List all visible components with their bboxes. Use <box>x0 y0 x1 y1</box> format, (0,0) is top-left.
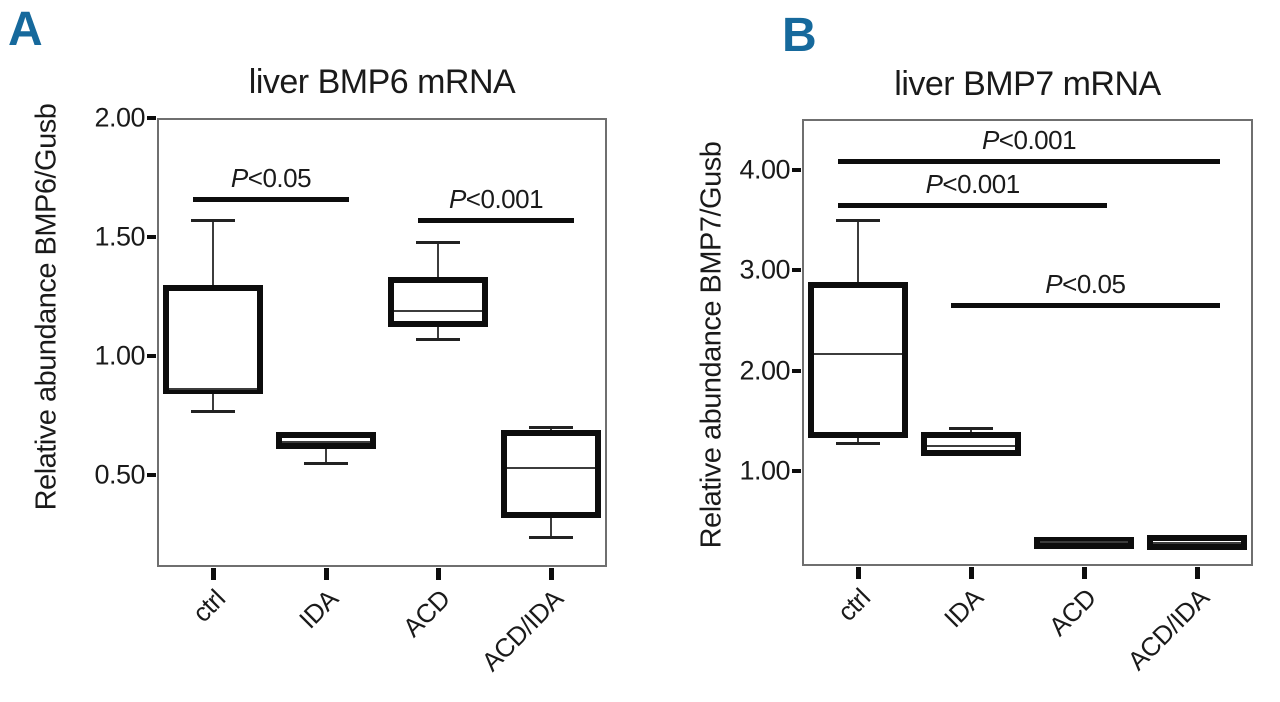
y-tick-label: 2.00 <box>94 102 145 133</box>
box <box>808 282 909 438</box>
p-value-text: <0.05 <box>247 162 312 193</box>
lower-whisker <box>857 437 860 443</box>
lower-whisker <box>212 394 215 411</box>
y-tick-label: 0.50 <box>94 459 145 490</box>
median-line <box>1152 542 1241 545</box>
x-tick-mark <box>436 568 442 580</box>
lower-whisker-cap <box>836 441 881 445</box>
median-line <box>927 444 1016 447</box>
significance-label: P<0.001 <box>925 169 1021 200</box>
y-tick-label: 3.00 <box>739 254 790 285</box>
upper-whisker <box>212 220 215 285</box>
box <box>163 284 264 394</box>
upper-whisker-cap <box>836 219 881 223</box>
upper-whisker <box>857 220 860 283</box>
lower-whisker <box>549 517 552 537</box>
significance-bar <box>951 303 1220 309</box>
p-value-text: <0.05 <box>1062 269 1126 300</box>
y-tick-mark <box>792 468 801 473</box>
lower-whisker-cap <box>303 462 348 466</box>
y-tick-label: 1.00 <box>739 455 790 486</box>
y-tick-mark <box>792 268 801 273</box>
significance-bar <box>418 218 574 224</box>
p-symbol: P <box>981 124 999 155</box>
x-tick-mark <box>856 567 862 579</box>
median-line <box>169 388 258 391</box>
median-line <box>814 352 903 355</box>
significance-label: P<0.05 <box>230 162 312 194</box>
y-tick-mark <box>147 472 156 477</box>
p-symbol: P <box>925 169 943 200</box>
significance-bar <box>838 203 1107 209</box>
p-value-text: <0.001 <box>465 184 544 215</box>
y-tick-label: 1.00 <box>94 340 145 371</box>
x-tick-mark <box>969 567 975 579</box>
box <box>388 277 489 328</box>
y-tick-label: 1.50 <box>94 221 145 252</box>
p-symbol: P <box>230 162 248 193</box>
panel-a-y-axis-title: Relative abundance BMP6/Gusb <box>30 103 63 511</box>
panel-b-title: liver BMP7 mRNA <box>894 65 1161 103</box>
x-category-label: ctrl <box>186 583 232 628</box>
median-line <box>394 309 483 312</box>
y-tick-label: 4.00 <box>739 154 790 185</box>
panel-a-title: liver BMP6 mRNA <box>248 63 516 101</box>
x-tick-mark <box>1081 567 1087 579</box>
lower-whisker-cap <box>191 409 236 413</box>
y-tick-mark <box>792 167 801 172</box>
upper-whisker <box>970 427 973 432</box>
panel-a-letter: A <box>8 3 43 56</box>
x-tick-mark <box>323 568 329 580</box>
upper-whisker-cap <box>416 240 461 244</box>
significance-label: P<0.001 <box>448 184 544 215</box>
x-tick-mark <box>548 568 554 580</box>
lower-whisker-cap <box>528 535 573 539</box>
lower-whisker <box>437 327 440 340</box>
p-value-text: <0.001 <box>998 124 1077 155</box>
p-value-text: <0.001 <box>942 169 1020 200</box>
median-line <box>506 466 595 469</box>
upper-whisker <box>437 241 440 278</box>
box <box>275 432 376 449</box>
y-tick-mark <box>147 353 156 358</box>
median-line <box>1039 541 1128 544</box>
x-tick-mark <box>211 568 217 580</box>
y-tick-mark <box>147 116 156 120</box>
significance-bar <box>193 196 349 202</box>
median-line <box>281 440 370 443</box>
p-symbol: P <box>448 184 466 215</box>
box <box>921 431 1022 456</box>
upper-whisker-cap <box>528 426 573 430</box>
x-category-label: ctrl <box>831 582 877 627</box>
x-tick-mark <box>1194 567 1200 579</box>
lower-whisker <box>324 448 327 463</box>
p-symbol: P <box>1045 269 1063 300</box>
upper-whisker-cap <box>191 219 236 223</box>
significance-label: P<0.05 <box>1045 269 1126 300</box>
upper-whisker-cap <box>949 426 994 430</box>
panel-b-letter: B <box>782 9 817 62</box>
y-tick-mark <box>147 234 156 239</box>
y-tick-label: 2.00 <box>739 355 790 386</box>
significance-label: P<0.001 <box>981 124 1077 156</box>
box <box>500 429 601 518</box>
lower-whisker-cap <box>416 338 461 342</box>
significance-bar <box>838 158 1220 164</box>
y-tick-mark <box>792 368 801 373</box>
panel-b-y-axis-title: Relative abundance BMP7/Gusb <box>695 141 728 549</box>
